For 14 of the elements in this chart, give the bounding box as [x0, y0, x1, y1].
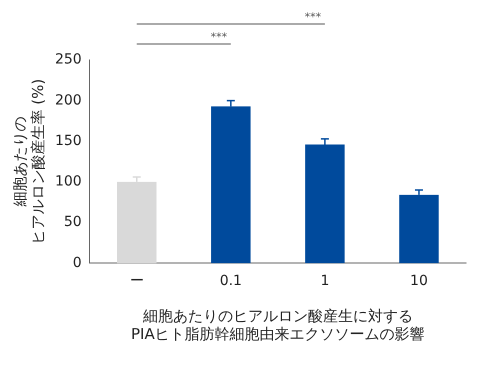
- y-tick-label: 250: [54, 52, 82, 68]
- y-tick-label: 200: [54, 92, 82, 108]
- y-tick-label: 0: [72, 254, 82, 271]
- y-tick-label: 100: [54, 174, 82, 190]
- y-tick-label: 150: [54, 132, 82, 149]
- y-tick-label: 50: [64, 214, 82, 230]
- text: ***: [304, 10, 322, 24]
- x-tick-label: 0.1: [220, 273, 242, 290]
- x-tick-label: 1: [320, 273, 330, 290]
- x-tick-label: 10: [410, 273, 428, 290]
- text: ***: [210, 30, 228, 44]
- y-axis-title: 細胞あたりのヒアルロン酸産生率 (%): [10, 78, 47, 244]
- x-tick-label: ー: [130, 273, 144, 290]
- x-axis-title: 細胞あたりのヒアルロン酸産生に対する PIAヒト脂肪幹細胞由来エクソソームの影響: [130, 306, 425, 343]
